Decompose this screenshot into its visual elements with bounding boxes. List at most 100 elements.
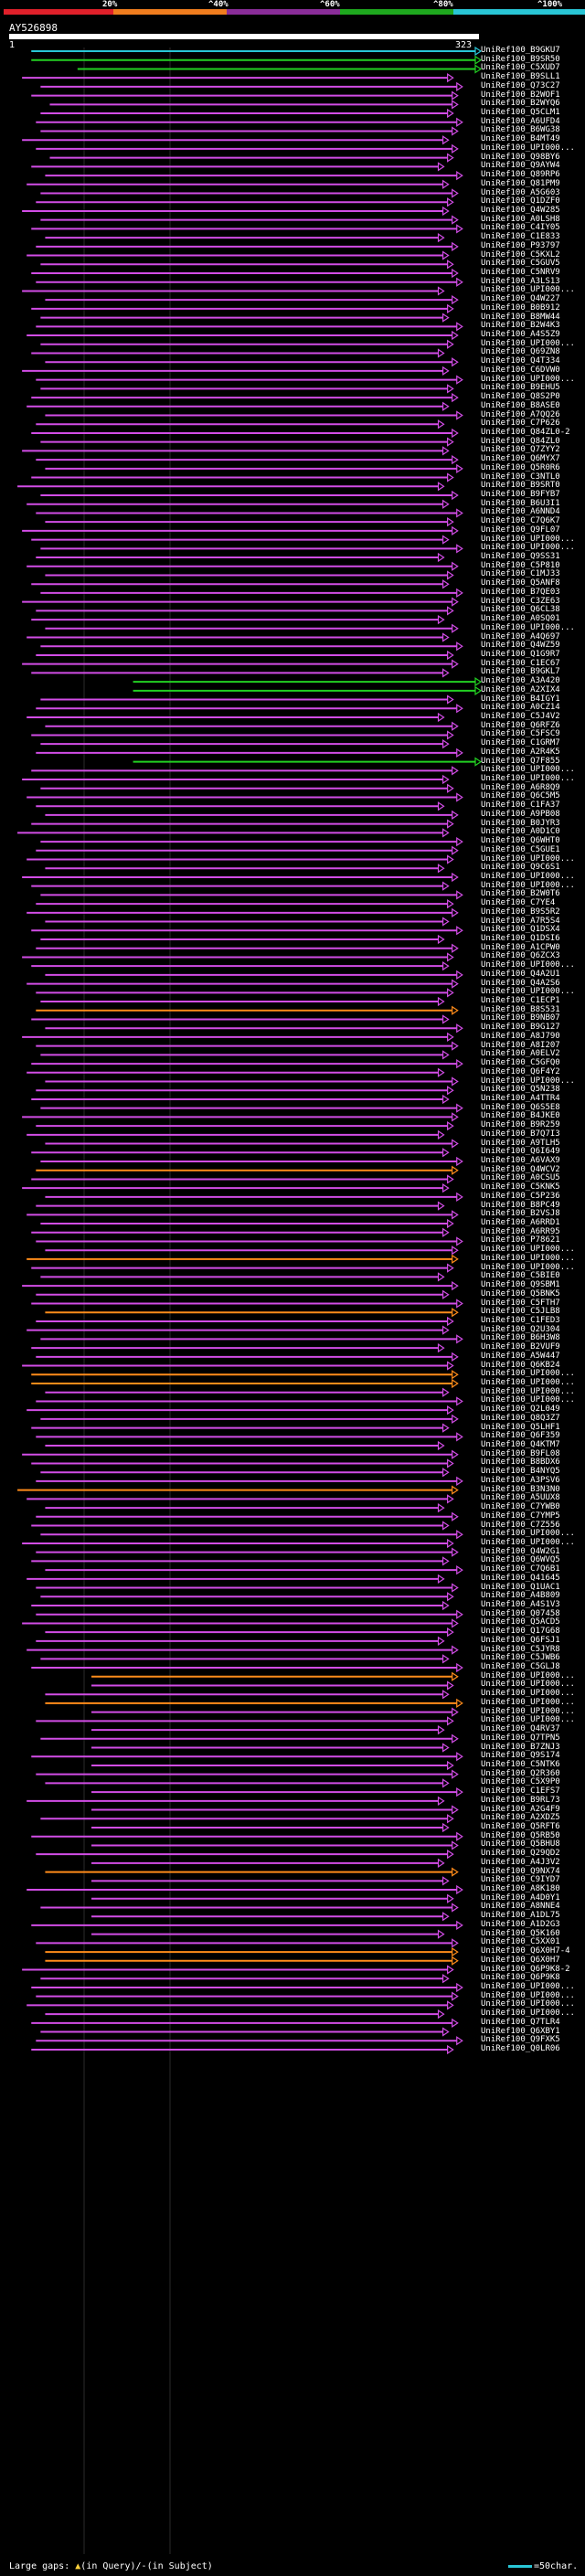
hit-label[interactable]: UniRef100_Q84ZL0-2 (481, 427, 570, 437)
hit-label[interactable]: UniRef100_B9SRT0 (481, 481, 560, 491)
hit-label[interactable]: UniRef100_B9FL08 (481, 1448, 560, 1458)
hit-label[interactable]: UniRef100_Q5K160 (481, 1928, 560, 1938)
hit-label[interactable]: UniRef100_C6DVW0 (481, 365, 560, 375)
hit-label[interactable]: UniRef100_UPI000... (481, 960, 575, 970)
hit-label[interactable]: UniRef100_Q6X0H7 (481, 1955, 560, 1965)
hit-label[interactable]: UniRef100_Q6S5E8 (481, 1102, 560, 1112)
hit-label[interactable]: UniRef100_A6UFD4 (481, 116, 560, 126)
hit-label[interactable]: UniRef100_Q6KB24 (481, 1360, 560, 1370)
hit-label[interactable]: UniRef100_C5XUD7 (481, 63, 560, 73)
hit-label[interactable]: UniRef100_C7YWB0 (481, 1502, 560, 1512)
hit-label[interactable]: UniRef100_Q5RB50 (481, 1830, 560, 1840)
hit-label[interactable]: UniRef100_Q73C27 (481, 80, 560, 90)
hit-label[interactable]: UniRef100_A2R4K5 (481, 747, 560, 757)
hit-label[interactable]: UniRef100_C7Z556 (481, 1520, 560, 1530)
hit-label[interactable]: UniRef100_C7Q6K7 (481, 516, 560, 526)
hit-label[interactable]: UniRef100_B8PC49 (481, 1200, 560, 1210)
hit-label[interactable]: UniRef100_C5GUE1 (481, 844, 560, 854)
hit-label[interactable]: UniRef100_P78621 (481, 1235, 560, 1246)
hit-label[interactable]: UniRef100_A7QQ26 (481, 409, 560, 419)
hit-label[interactable]: UniRef100_Q7ZYY2 (481, 445, 560, 455)
hit-label[interactable]: UniRef100_Q4A2U1 (481, 969, 560, 979)
hit-label[interactable]: UniRef100_Q6WVQ5 (481, 1555, 560, 1565)
hit-label[interactable]: UniRef100_C5P810 (481, 560, 560, 570)
hit-label[interactable]: UniRef100_UPI000... (481, 1715, 575, 1725)
hit-label[interactable]: UniRef100_Q9NX74 (481, 1866, 560, 1876)
hit-label[interactable]: UniRef100_A6R8Q9 (481, 782, 560, 792)
hit-label[interactable]: UniRef100_Q1DSX4 (481, 925, 560, 935)
hit-label[interactable]: UniRef100_Q07458 (481, 1608, 560, 1618)
hit-label[interactable]: UniRef100_UPI000... (481, 1689, 575, 1699)
hit-label[interactable]: UniRef100_A0CZ14 (481, 703, 560, 713)
hit-label[interactable]: UniRef100_Q5N238 (481, 1085, 560, 1095)
hit-label[interactable]: UniRef100_B8BDX6 (481, 1458, 560, 1468)
hit-label[interactable]: UniRef100_B8S531 (481, 1004, 560, 1014)
hit-label[interactable]: UniRef100_B3N3N0 (481, 1484, 560, 1494)
hit-label[interactable]: UniRef100_B2W4K3 (481, 321, 560, 331)
hit-label[interactable]: UniRef100_B7QE03 (481, 587, 560, 597)
hit-label[interactable]: UniRef100_C9IYD7 (481, 1875, 560, 1885)
hit-label[interactable]: UniRef100_Q1UAC1 (481, 1582, 560, 1592)
hit-label[interactable]: UniRef100_A6VAX9 (481, 1156, 560, 1165)
hit-label[interactable]: UniRef100_C5KXL2 (481, 249, 560, 260)
hit-label[interactable]: UniRef100_C5X9P0 (481, 1777, 560, 1787)
hit-label[interactable]: UniRef100_A0D1C0 (481, 827, 560, 837)
hit-label[interactable]: UniRef100_C1EC67 (481, 658, 560, 668)
hit-label[interactable]: UniRef100_B9G127 (481, 1023, 560, 1033)
hit-label[interactable]: UniRef100_UPI000... (481, 143, 575, 153)
hit-label[interactable]: UniRef100_Q5BNK5 (481, 1288, 560, 1299)
hit-label[interactable]: UniRef100_UPI000... (481, 374, 575, 384)
hit-label[interactable]: UniRef100_A4J3V2 (481, 1857, 560, 1867)
hit-label[interactable]: UniRef100_C1ECP1 (481, 996, 560, 1006)
hit-label[interactable]: UniRef100_B8ASE0 (481, 400, 560, 410)
hit-label[interactable]: UniRef100_C1FA37 (481, 800, 560, 811)
hit-label[interactable]: UniRef100_A5G603 (481, 187, 560, 197)
hit-label[interactable]: UniRef100_A8NNE4 (481, 1902, 560, 1912)
hit-label[interactable]: UniRef100_UPI000... (481, 1386, 575, 1396)
hit-label[interactable]: UniRef100_A4TTR4 (481, 1093, 560, 1103)
hit-label[interactable]: UniRef100_B7Q7I3 (481, 1129, 560, 1139)
hit-label[interactable]: UniRef100_A1DL75 (481, 1911, 560, 1921)
hit-label[interactable]: UniRef100_Q6MYX7 (481, 454, 560, 464)
hit-label[interactable]: UniRef100_A5UUX8 (481, 1493, 560, 1503)
hit-label[interactable]: UniRef100_B2VSJ8 (481, 1209, 560, 1219)
hit-label[interactable]: UniRef100_C7YE4 (481, 898, 556, 908)
hit-label[interactable]: UniRef100_C3ZE63 (481, 596, 560, 606)
hit-label[interactable]: UniRef100_Q9SBM1 (481, 1280, 560, 1290)
hit-label[interactable]: UniRef100_UPI000... (481, 1680, 575, 1690)
hit-label[interactable]: UniRef100_A1CPW0 (481, 942, 560, 952)
hit-label[interactable]: UniRef100_B0B912 (481, 302, 560, 313)
hit-label[interactable]: UniRef100_A6RRD1 (481, 1218, 560, 1228)
hit-label[interactable]: UniRef100_A9TLH5 (481, 1138, 560, 1148)
hit-label[interactable]: UniRef100_Q9C6S1 (481, 863, 560, 873)
hit-label[interactable]: UniRef100_Q6P9K8-2 (481, 1964, 570, 1974)
hit-label[interactable]: UniRef100_C1E833 (481, 232, 560, 242)
hit-label[interactable]: UniRef100_Q1DSI6 (481, 934, 560, 943)
hit-label[interactable]: UniRef100_C3NTL0 (481, 472, 560, 482)
hit-label[interactable]: UniRef100_Q41645 (481, 1573, 560, 1583)
hit-label[interactable]: UniRef100_C1EFS7 (481, 1786, 560, 1797)
hit-label[interactable]: UniRef100_Q4W285 (481, 205, 560, 215)
hit-label[interactable]: UniRef100_B9GKL7 (481, 667, 560, 677)
hit-label[interactable]: UniRef100_A8J790 (481, 1031, 560, 1041)
hit-label[interactable]: UniRef100_Q1DZF0 (481, 196, 560, 207)
hit-label[interactable]: UniRef100_B9GKU7 (481, 46, 560, 55)
hit-label[interactable]: UniRef100_A0ELV2 (481, 1049, 560, 1059)
hit-label[interactable]: UniRef100_Q9S174 (481, 1751, 560, 1761)
hit-label[interactable]: UniRef100_UPI000... (481, 1529, 575, 1539)
hit-label[interactable]: UniRef100_B9R259 (481, 1120, 560, 1130)
hit-label[interactable]: UniRef100_Q5LHF1 (481, 1422, 560, 1432)
hit-label[interactable]: UniRef100_B6WG38 (481, 125, 560, 135)
hit-label[interactable]: UniRef100_Q6ZCX3 (481, 951, 560, 961)
hit-label[interactable]: UniRef100_UPI000... (481, 987, 575, 997)
hit-label[interactable]: UniRef100_UPI000... (481, 853, 575, 864)
hit-label[interactable]: UniRef100_Q5BHU8 (481, 1839, 560, 1850)
hit-label[interactable]: UniRef100_Q5ACD5 (481, 1617, 560, 1627)
hit-label[interactable]: UniRef100_B2WOF1 (481, 90, 560, 100)
hit-label[interactable]: UniRef100_B7ZNJ3 (481, 1742, 560, 1752)
hit-label[interactable]: UniRef100_Q4A2S6 (481, 978, 560, 988)
hit-label[interactable]: UniRef100_Q9AYW4 (481, 161, 560, 171)
hit-label[interactable]: UniRef100_C5P236 (481, 1191, 560, 1201)
hit-label[interactable]: UniRef100_Q8S2P0 (481, 392, 560, 402)
hit-label[interactable]: UniRef100_B4JKE0 (481, 1111, 560, 1121)
